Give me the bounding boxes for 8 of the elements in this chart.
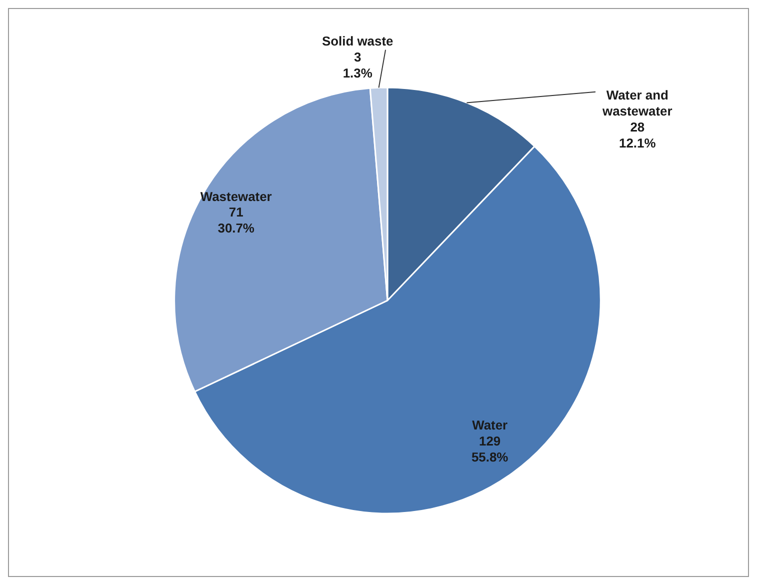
slice-label: Wastewater: [200, 188, 272, 204]
slice-label: Water: [472, 418, 508, 433]
data-label: 71 30.7%: [218, 204, 255, 236]
slice-label: Water and wastewater: [601, 87, 672, 118]
slice-label: Solid waste: [322, 33, 394, 48]
data-label: 28 12.1%: [619, 119, 656, 150]
data-label: 129 55.8%: [471, 434, 509, 465]
data-label: 3 1.3%: [342, 49, 373, 80]
